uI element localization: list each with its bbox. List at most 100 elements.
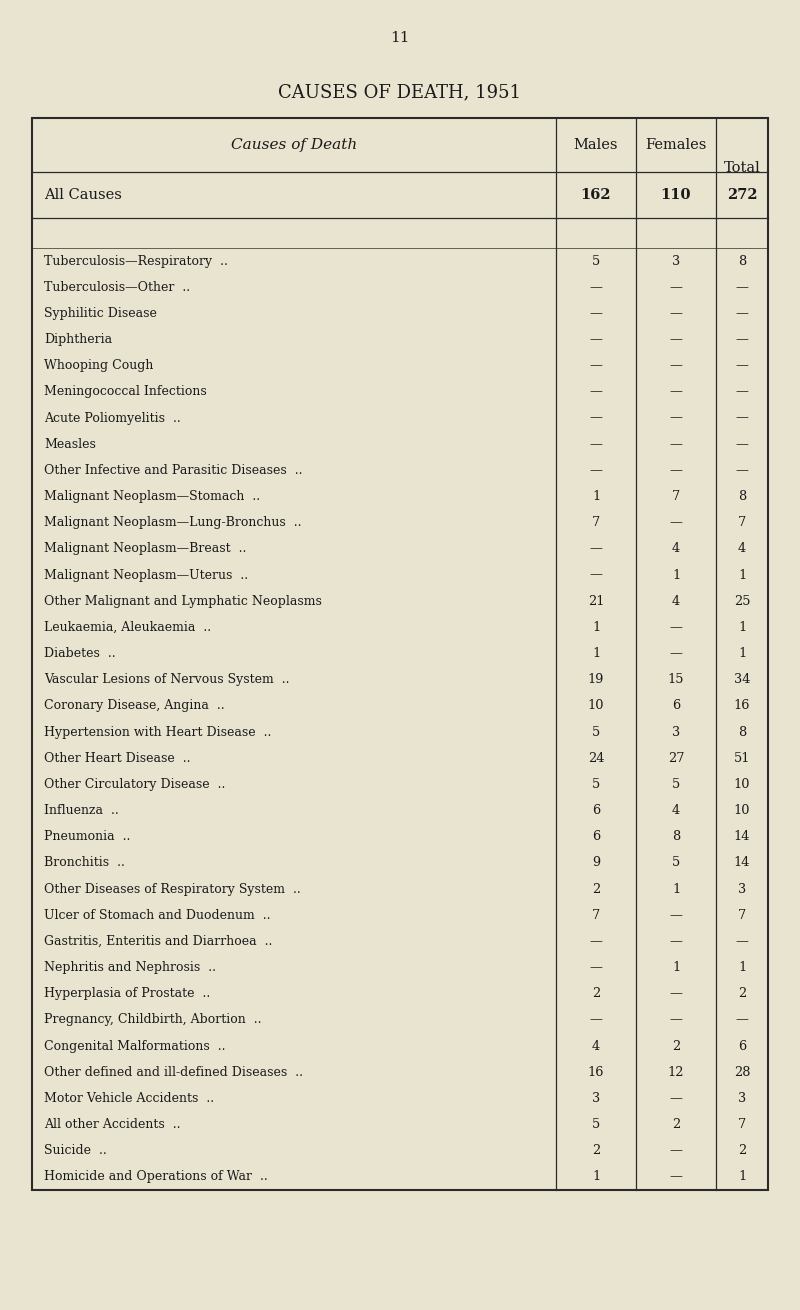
Text: Acute Poliomyelitis  ..: Acute Poliomyelitis .. <box>44 411 181 424</box>
Text: 1: 1 <box>672 883 680 896</box>
Text: —: — <box>670 280 682 293</box>
Text: Hyperplasia of Prostate  ..: Hyperplasia of Prostate .. <box>44 988 210 1001</box>
Text: 4: 4 <box>592 1040 600 1052</box>
Text: —: — <box>590 464 602 477</box>
Text: 25: 25 <box>734 595 750 608</box>
Text: 8: 8 <box>672 831 680 844</box>
Text: Males: Males <box>574 138 618 152</box>
Text: 51: 51 <box>734 752 750 765</box>
Text: 1: 1 <box>738 1170 746 1183</box>
Text: 1: 1 <box>672 962 680 975</box>
Text: 28: 28 <box>734 1066 750 1078</box>
Text: Congenital Malformations  ..: Congenital Malformations .. <box>44 1040 226 1052</box>
Text: Hypertension with Heart Disease  ..: Hypertension with Heart Disease .. <box>44 726 271 739</box>
Text: 7: 7 <box>738 516 746 529</box>
Text: 4: 4 <box>672 804 680 817</box>
Text: —: — <box>670 935 682 948</box>
Text: 162: 162 <box>581 189 611 202</box>
Text: Syphilitic Disease: Syphilitic Disease <box>44 307 157 320</box>
Text: —: — <box>735 935 749 948</box>
Text: 5: 5 <box>592 1117 600 1131</box>
Text: 2: 2 <box>672 1040 680 1052</box>
Text: —: — <box>590 411 602 424</box>
Text: —: — <box>590 307 602 320</box>
Text: 16: 16 <box>588 1066 604 1078</box>
Text: —: — <box>735 280 749 293</box>
Text: 8: 8 <box>738 490 746 503</box>
Text: —: — <box>590 385 602 398</box>
Text: 5: 5 <box>592 726 600 739</box>
Text: Motor Vehicle Accidents  ..: Motor Vehicle Accidents .. <box>44 1093 214 1104</box>
Text: Other Malignant and Lymphatic Neoplasms: Other Malignant and Lymphatic Neoplasms <box>44 595 322 608</box>
Text: —: — <box>670 438 682 451</box>
Text: 7: 7 <box>738 1117 746 1131</box>
Text: 10: 10 <box>588 700 604 713</box>
Text: Nephritis and Nephrosis  ..: Nephritis and Nephrosis .. <box>44 962 216 975</box>
Text: 272: 272 <box>726 189 758 202</box>
Text: 1: 1 <box>738 962 746 975</box>
Text: 24: 24 <box>588 752 604 765</box>
Text: 4: 4 <box>738 542 746 555</box>
Text: —: — <box>735 411 749 424</box>
Text: —: — <box>590 359 602 372</box>
Text: —: — <box>670 988 682 1001</box>
Text: —: — <box>670 307 682 320</box>
Text: Ulcer of Stomach and Duodenum  ..: Ulcer of Stomach and Duodenum .. <box>44 909 270 922</box>
Text: Tuberculosis—Other  ..: Tuberculosis—Other .. <box>44 280 190 293</box>
Text: 16: 16 <box>734 700 750 713</box>
Text: 110: 110 <box>661 189 691 202</box>
Text: Diphtheria: Diphtheria <box>44 333 112 346</box>
Text: 27: 27 <box>668 752 684 765</box>
Text: 1: 1 <box>592 647 600 660</box>
Text: Other Infective and Parasitic Diseases  ..: Other Infective and Parasitic Diseases .… <box>44 464 302 477</box>
Text: Tuberculosis—Respiratory  ..: Tuberculosis—Respiratory .. <box>44 254 228 267</box>
Text: Homicide and Operations of War  ..: Homicide and Operations of War .. <box>44 1170 268 1183</box>
Text: Coronary Disease, Angina  ..: Coronary Disease, Angina .. <box>44 700 225 713</box>
Text: Pneumonia  ..: Pneumonia .. <box>44 831 130 844</box>
Text: 7: 7 <box>592 516 600 529</box>
Text: 15: 15 <box>668 673 684 686</box>
Text: Influenza  ..: Influenza .. <box>44 804 118 817</box>
Text: Malignant Neoplasm—Lung-Bronchus  ..: Malignant Neoplasm—Lung-Bronchus .. <box>44 516 302 529</box>
Text: —: — <box>670 1144 682 1157</box>
Text: 1: 1 <box>738 569 746 582</box>
Text: 6: 6 <box>592 804 600 817</box>
Text: 3: 3 <box>738 883 746 896</box>
Text: 8: 8 <box>738 254 746 267</box>
Text: Pregnancy, Childbirth, Abortion  ..: Pregnancy, Childbirth, Abortion .. <box>44 1014 262 1027</box>
Text: Diabetes  ..: Diabetes .. <box>44 647 116 660</box>
Text: 3: 3 <box>738 1093 746 1104</box>
Text: CAUSES OF DEATH, 1951: CAUSES OF DEATH, 1951 <box>278 83 522 101</box>
Text: 34: 34 <box>734 673 750 686</box>
Text: 7: 7 <box>738 909 746 922</box>
Text: —: — <box>590 280 602 293</box>
Text: 3: 3 <box>672 254 680 267</box>
Text: Whooping Cough: Whooping Cough <box>44 359 154 372</box>
Text: 5: 5 <box>592 254 600 267</box>
Text: 2: 2 <box>592 988 600 1001</box>
Text: Gastritis, Enteritis and Diarrhoea  ..: Gastritis, Enteritis and Diarrhoea .. <box>44 935 272 948</box>
Text: —: — <box>670 1093 682 1104</box>
Text: —: — <box>670 516 682 529</box>
Text: 8: 8 <box>738 726 746 739</box>
Text: 6: 6 <box>592 831 600 844</box>
Text: All other Accidents  ..: All other Accidents .. <box>44 1117 181 1131</box>
Text: 10: 10 <box>734 778 750 791</box>
Text: 21: 21 <box>588 595 604 608</box>
Text: —: — <box>670 647 682 660</box>
Text: 9: 9 <box>592 857 600 870</box>
Text: 7: 7 <box>672 490 680 503</box>
Text: Causes of Death: Causes of Death <box>231 138 357 152</box>
Text: 5: 5 <box>672 857 680 870</box>
Text: 3: 3 <box>672 726 680 739</box>
Text: 3: 3 <box>592 1093 600 1104</box>
Text: —: — <box>590 438 602 451</box>
Text: 12: 12 <box>668 1066 684 1078</box>
Text: —: — <box>735 1014 749 1027</box>
Text: —: — <box>590 569 602 582</box>
Text: —: — <box>590 962 602 975</box>
Text: Suicide  ..: Suicide .. <box>44 1144 106 1157</box>
Text: Bronchitis  ..: Bronchitis .. <box>44 857 125 870</box>
Text: —: — <box>735 438 749 451</box>
Text: —: — <box>670 621 682 634</box>
